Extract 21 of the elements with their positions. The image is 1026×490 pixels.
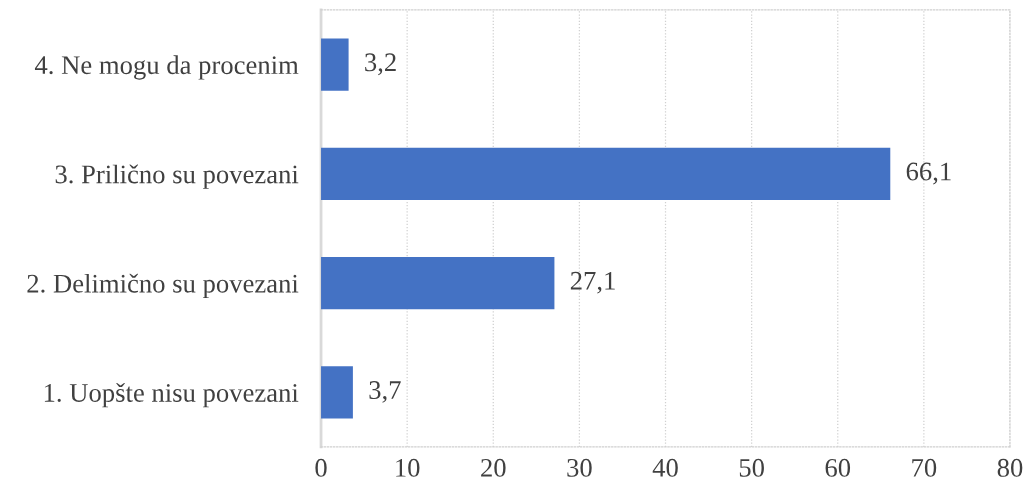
bar: [321, 256, 555, 310]
bar: [321, 366, 353, 419]
data-label: 3,2: [365, 53, 396, 76]
x-tick-label: 50: [739, 458, 764, 477]
x-tick-label: 0: [315, 458, 327, 477]
x-tick-label: 80: [997, 458, 1023, 477]
x-tick-label: 20: [481, 458, 506, 477]
y-tick-label: 1. Uopšte nisu povezani: [44, 383, 299, 408]
y-tick-label: 3. Prilično su povezani: [55, 164, 299, 189]
x-tick-label: 60: [825, 458, 851, 477]
data-label: 66,1: [906, 162, 951, 185]
x-tick-label: 30: [567, 458, 592, 477]
bar: [321, 147, 891, 201]
x-tick-label: 40: [652, 458, 678, 477]
bar: [321, 38, 349, 91]
data-label: 27,1: [570, 271, 615, 294]
x-tick-label: 70: [912, 458, 937, 477]
data-label: 3,7: [369, 381, 401, 403]
x-tick-label: 10: [396, 458, 420, 477]
y-tick-label: 4. Ne mogu da procenim: [34, 55, 299, 80]
y-tick-label: 2. Delimično su povezani: [27, 273, 299, 299]
